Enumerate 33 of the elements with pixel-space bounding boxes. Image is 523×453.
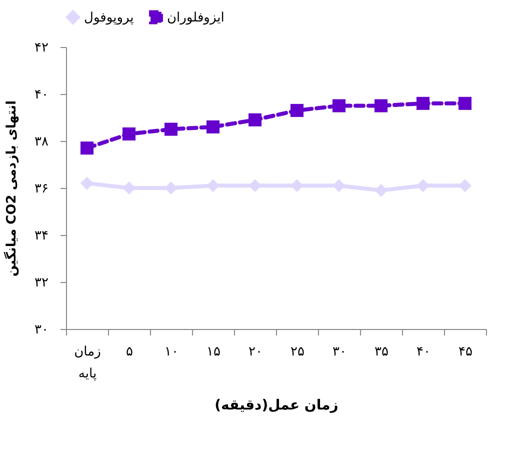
y-tick-label: ۳۲ [34, 276, 49, 290]
point [80, 142, 94, 155]
x-axis-title: زمان عمل(دقیقه) [214, 398, 338, 414]
y-tick-label: ۴۲ [34, 40, 49, 56]
legend-label: ایزوفلوران [167, 10, 224, 26]
point [290, 104, 304, 117]
x-tick-label: ۴۵ [458, 344, 472, 360]
x-tick-label: ۲۰ [248, 344, 262, 360]
point [374, 184, 388, 197]
x-tick-label: ۱۵ [206, 344, 220, 360]
point [248, 113, 262, 126]
point [332, 99, 346, 112]
y-tick-label: ۳۸ [34, 134, 49, 150]
y-tick-label: ۳۰ [34, 322, 48, 338]
y-tick-label: ۳۴ [34, 228, 49, 244]
x-tick-label: ۳۰ [332, 344, 346, 360]
point [164, 122, 178, 136]
point [458, 96, 472, 110]
point [80, 176, 94, 190]
y-tick-label: ۳۶ [34, 182, 48, 196]
x-tick-label: ۳۵ [374, 344, 388, 360]
x-tick-label: ۱۰ [164, 344, 178, 360]
point [122, 127, 136, 140]
x-tick-label: ۵ [126, 344, 134, 360]
x-tick-label: ۴۰ [416, 344, 430, 360]
y-axis-title: میانگین CO2 انتهای بازدمی [4, 100, 20, 277]
legend-label: پروپوفول [84, 10, 134, 26]
y-tick-label: ۴۰ [34, 88, 48, 102]
x-tick-label: زمان پایه [74, 344, 101, 382]
point [206, 120, 220, 134]
point [416, 96, 430, 110]
x-tick-label: ۲۵ [290, 344, 304, 360]
point [374, 99, 388, 112]
